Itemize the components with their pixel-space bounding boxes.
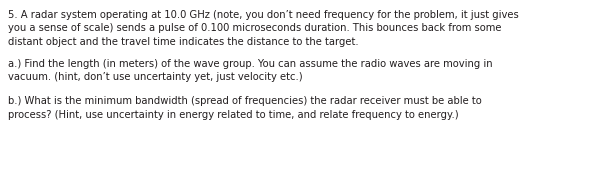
Text: 5. A radar system operating at 10.0 GHz (note, you don’t need frequency for the : 5. A radar system operating at 10.0 GHz … [8, 10, 518, 20]
Text: process? (Hint, use uncertainty in energy related to time, and relate frequency : process? (Hint, use uncertainty in energ… [8, 109, 458, 120]
Text: vacuum. (hint, don’t use uncertainty yet, just velocity etc.): vacuum. (hint, don’t use uncertainty yet… [8, 72, 302, 82]
Text: you a sense of scale) sends a pulse of 0.100 microseconds duration. This bounces: you a sense of scale) sends a pulse of 0… [8, 23, 501, 33]
Text: distant object and the travel time indicates the distance to the target.: distant object and the travel time indic… [8, 37, 358, 47]
Text: a.) Find the length (in meters) of the wave group. You can assume the radio wave: a.) Find the length (in meters) of the w… [8, 59, 492, 69]
Text: b.) What is the minimum bandwidth (spread of frequencies) the radar receiver mus: b.) What is the minimum bandwidth (sprea… [8, 96, 482, 106]
